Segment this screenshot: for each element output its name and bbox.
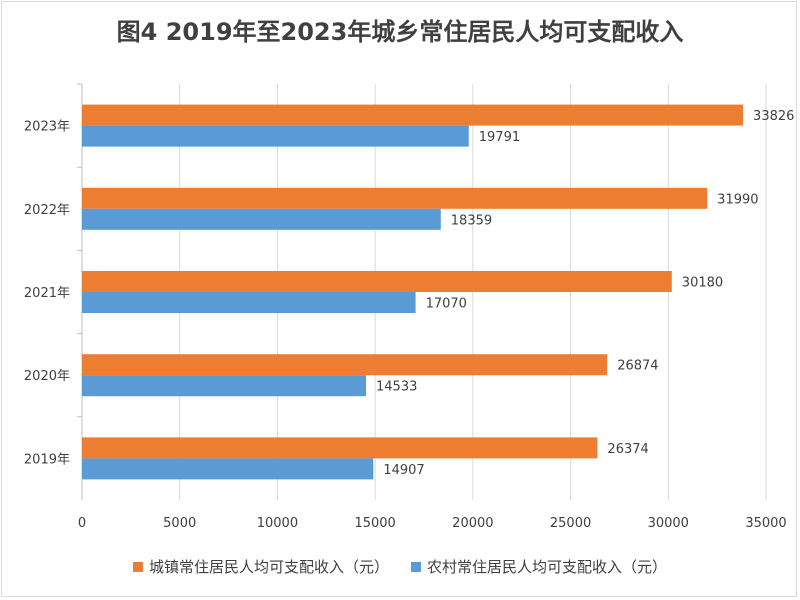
data-label-s0-4: 33826 <box>753 109 794 124</box>
data-label-s1-0: 14907 <box>383 463 424 478</box>
data-label-s0-3: 31990 <box>717 192 758 207</box>
x-tick-label-0: 0 <box>78 516 86 531</box>
bar-s1-4 <box>82 125 469 147</box>
category-label-2: 2021年 <box>24 286 70 301</box>
bar-s0-1 <box>82 354 608 376</box>
data-label-s0-1: 26874 <box>617 359 658 374</box>
category-label-4: 2023年 <box>24 120 70 135</box>
data-label-s0-2: 30180 <box>682 276 723 291</box>
x-tick-label-4: 20000 <box>452 516 493 531</box>
bar-s0-3 <box>82 187 708 209</box>
data-label-s1-1: 14533 <box>376 380 417 395</box>
data-label-s0-0: 26374 <box>607 442 648 457</box>
x-tick-label-5: 25000 <box>550 516 591 531</box>
x-tick-label-2: 10000 <box>257 516 298 531</box>
category-label-1: 2020年 <box>24 369 70 384</box>
legend: 城镇常住居民人均可支配收入（元） 农村常住居民人均可支配收入（元） <box>0 556 800 577</box>
x-tick-label-7: 35000 <box>745 516 786 531</box>
bar-s0-0 <box>82 437 598 459</box>
legend-swatch-urban <box>132 561 143 572</box>
legend-item-urban: 城镇常住居民人均可支配收入（元） <box>132 556 389 577</box>
bar-s1-2 <box>82 292 416 313</box>
category-label-0: 2019年 <box>24 452 70 467</box>
data-label-s1-4: 19791 <box>479 130 520 145</box>
data-label-s1-3: 18359 <box>451 213 492 228</box>
legend-label-urban: 城镇常住居民人均可支配收入（元） <box>148 558 389 576</box>
chart-title: 图4 2019年至2023年城乡常住居民人均可支配收入 <box>116 18 684 46</box>
bar-s1-1 <box>82 375 367 397</box>
legend-item-rural: 农村常住居民人均可支配收入（元） <box>411 556 667 577</box>
bar-s0-2 <box>82 271 672 292</box>
bar-s1-3 <box>82 208 441 230</box>
legend-swatch-rural <box>411 561 421 572</box>
legend-label-rural: 农村常住居民人均可支配收入（元） <box>427 558 668 576</box>
data-label-s1-2: 17070 <box>426 297 467 312</box>
category-label-3: 2022年 <box>24 203 70 218</box>
x-tick-label-3: 15000 <box>354 516 395 531</box>
bar-s0-4 <box>82 104 744 126</box>
x-tick-label-1: 5000 <box>163 516 196 531</box>
bar-s1-0 <box>82 458 374 480</box>
x-tick-label-6: 30000 <box>648 516 689 531</box>
